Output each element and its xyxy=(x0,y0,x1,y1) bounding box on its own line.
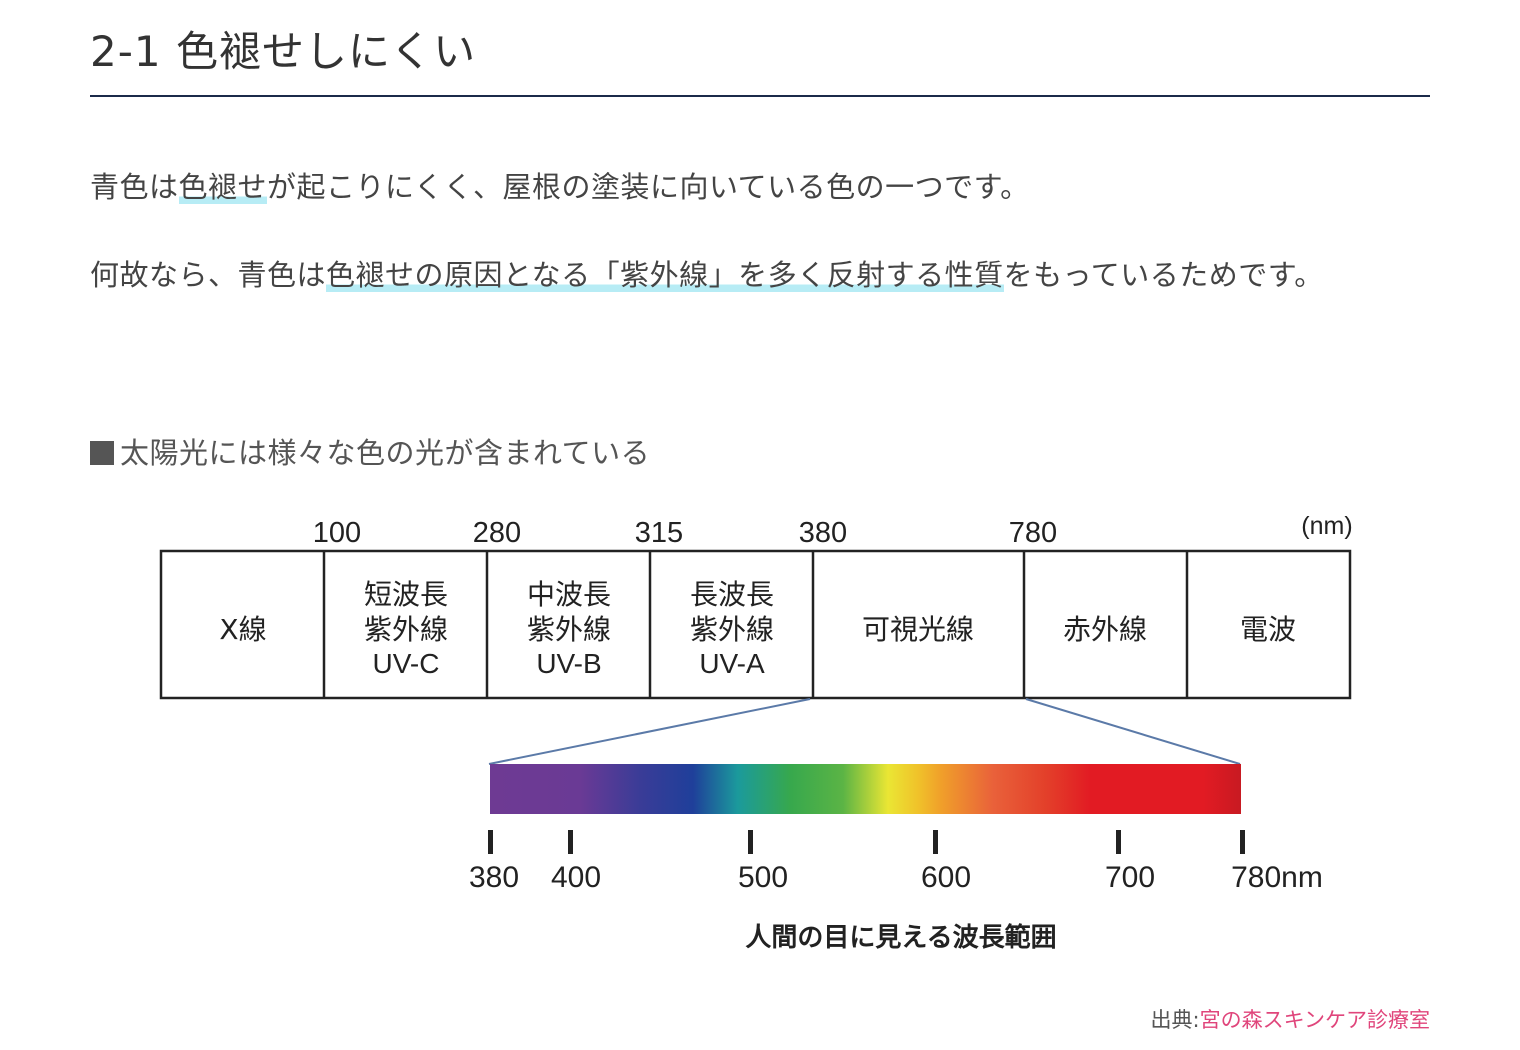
tick-mark-700 xyxy=(1116,830,1121,854)
tick-label-700: 700 xyxy=(1105,861,1155,894)
boundary-label-100: 100 xyxy=(313,517,361,549)
tick-label-380: 380 xyxy=(469,861,519,894)
paragraph-2-pre: 何故なら、青色は xyxy=(90,258,327,292)
tick-mark-500 xyxy=(748,830,753,854)
zoom-line-left xyxy=(488,698,811,765)
paragraph-2-post: をもっているためです。 xyxy=(1003,258,1324,292)
visible-spectrum-bar xyxy=(490,764,1241,814)
band-uvb-line2: 紫外線 xyxy=(527,613,611,646)
band-uva-line3: UV-A xyxy=(699,648,765,679)
square-bullet-icon xyxy=(90,441,114,465)
boundary-label-315: 315 xyxy=(635,517,683,549)
boundary-label-280: 280 xyxy=(473,517,521,549)
band-uvb-line1: 中波長 xyxy=(527,578,611,611)
band-uvc-line1: 短波長 xyxy=(364,578,448,611)
figure-caption-text: 太陽光には様々な色の光が含まれている xyxy=(120,436,651,470)
source-credit: 出典:宮の森スキンケア診療室 xyxy=(1151,1004,1430,1034)
band-visible-label: 可視光線 xyxy=(862,613,974,646)
unit-label: (nm) xyxy=(1301,512,1352,540)
boundary-label-780: 780 xyxy=(1009,517,1057,549)
paragraph-1: 青色は色褪せが起こりにくく、屋根の塗装に向いている色の一つです。 xyxy=(90,164,1030,206)
tick-label-400: 400 xyxy=(551,861,601,894)
boundary-label-380: 380 xyxy=(799,517,847,549)
paragraph-2: 何故なら、青色は色褪せの原因となる「紫外線」を多く反射する性質をもっているためで… xyxy=(90,252,1324,294)
tick-mark-780 xyxy=(1240,830,1245,854)
paragraph-1-pre: 青色は xyxy=(90,170,179,204)
visible-range-caption: 人間の目に見える波長範囲 xyxy=(745,922,1056,953)
zoom-line-right xyxy=(1025,698,1241,765)
paragraph-1-highlight: 色褪せ xyxy=(178,170,268,204)
tick-mark-600 xyxy=(933,830,938,854)
tick-label-500: 500 xyxy=(738,861,788,894)
band-frame xyxy=(159,549,1352,700)
source-label: 出典: xyxy=(1150,1008,1200,1032)
band-uvb-line3: UV-B xyxy=(536,648,601,679)
band-xray-label: X線 xyxy=(219,613,266,646)
band-uva-line2: 紫外線 xyxy=(690,613,774,646)
band-uvc-line3: UV-C xyxy=(373,648,440,679)
band-radio-label: 電波 xyxy=(1240,613,1296,646)
heading-underline xyxy=(90,95,1430,97)
source-link[interactable]: 宮の森スキンケア診療室 xyxy=(1199,1008,1430,1032)
band-infrared-label: 赤外線 xyxy=(1063,613,1147,646)
tick-label-780nm: 780nm xyxy=(1231,861,1323,894)
figure-caption: 太陽光には様々な色の光が含まれている xyxy=(90,430,650,472)
tick-mark-400 xyxy=(568,830,573,854)
section-heading: 2-1 色褪せしにくい xyxy=(90,27,477,76)
band-uva-line1: 長波長 xyxy=(690,578,774,611)
tick-mark-380 xyxy=(488,830,493,854)
tick-label-600: 600 xyxy=(921,861,971,894)
paragraph-1-post: が起こりにくく、屋根の塗装に向いている色の一つです。 xyxy=(267,170,1030,204)
band-uvc-line2: 紫外線 xyxy=(364,613,448,646)
spectrum-diagram: 100 280 315 380 780 (nm) X線 短波長 紫外線 UV-C… xyxy=(159,512,1353,953)
paragraph-2-highlight: 色褪せの原因となる「紫外線」を多く反射する性質 xyxy=(326,258,1004,292)
